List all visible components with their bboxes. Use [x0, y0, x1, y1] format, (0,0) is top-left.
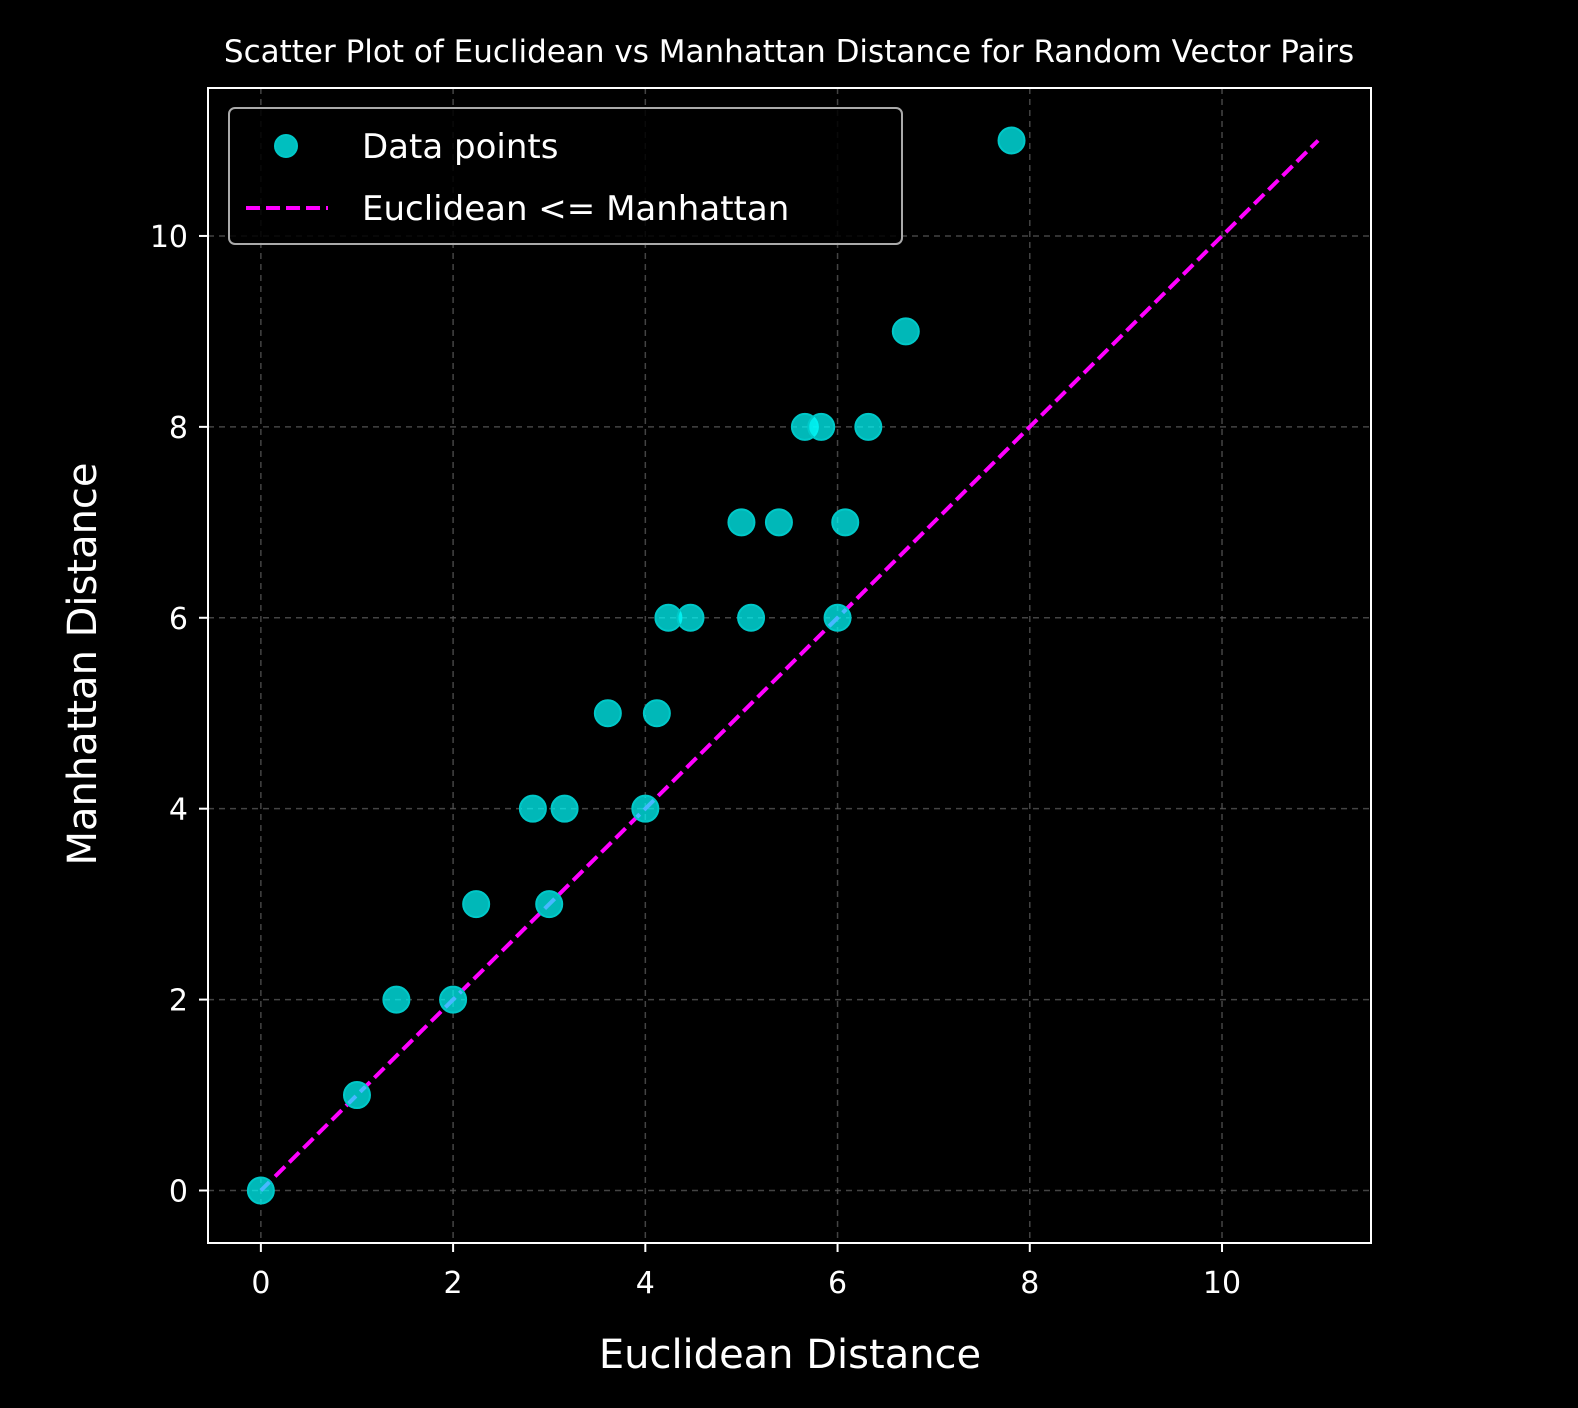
data-point [807, 412, 836, 441]
data-point [518, 794, 547, 823]
y-tick-label: 2 [169, 984, 188, 1019]
y-tick-label: 6 [169, 602, 188, 637]
data-point [891, 317, 920, 346]
data-point [439, 985, 468, 1014]
data-point [823, 603, 852, 632]
legend-label-reference-line: Euclidean <= Manhattan [362, 189, 789, 229]
data-point [631, 794, 660, 823]
data-point [737, 603, 766, 632]
data-point [854, 412, 883, 441]
data-point [342, 1081, 371, 1110]
legend-marker-data-points [274, 134, 298, 158]
data-point [462, 890, 491, 919]
data-point [246, 1176, 275, 1205]
data-point [593, 699, 622, 728]
axis-ticks: 0 2 4 6 8 10 0 2 4 6 8 10 [150, 220, 1241, 1301]
y-tick-label: 0 [169, 1175, 188, 1210]
x-tick-label: 2 [444, 1266, 463, 1301]
plot-frame [207, 87, 1372, 1244]
data-point [642, 699, 671, 728]
x-tick-label: 6 [828, 1266, 847, 1301]
reference-line-layer [259, 139, 1320, 1192]
x-tick-label: 0 [251, 1266, 270, 1301]
y-tick-label: 8 [169, 411, 188, 446]
y-tick-label: 4 [169, 793, 188, 828]
data-point [997, 126, 1026, 155]
data-point [382, 985, 411, 1014]
legend-label-data-points: Data points [362, 127, 558, 167]
chart-title: Scatter Plot of Euclidean vs Manhattan D… [224, 34, 1354, 70]
legend: Data points Euclidean <= Manhattan [228, 107, 903, 245]
scatter-points [246, 126, 1026, 1205]
y-tick-label: 10 [150, 220, 188, 255]
x-tick-label: 4 [636, 1266, 655, 1301]
y-axis-title: Manhattan Distance [60, 462, 106, 865]
x-axis-title: Euclidean Distance [599, 1332, 981, 1378]
data-point [535, 890, 564, 919]
data-point [764, 508, 793, 537]
data-point [831, 508, 860, 537]
grid-lines [208, 88, 1371, 1243]
x-tick-label: 8 [1020, 1266, 1039, 1301]
x-tick-label: 10 [1203, 1266, 1241, 1301]
data-point [727, 508, 756, 537]
legend-box [228, 107, 903, 245]
data-point [550, 794, 579, 823]
reference-line [259, 139, 1320, 1192]
data-point [676, 603, 705, 632]
